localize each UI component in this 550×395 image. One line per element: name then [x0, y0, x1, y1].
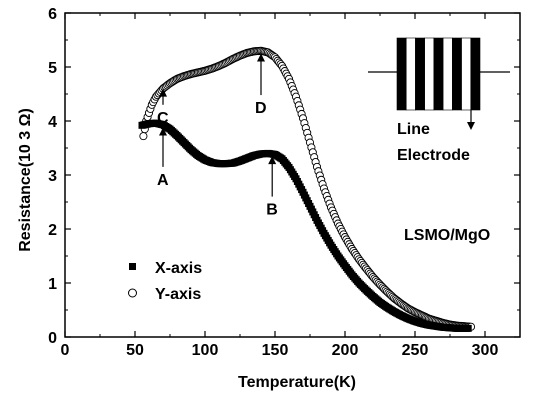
x-axis: 0 50 100 150 200 250 300: [61, 13, 499, 359]
inset-stripe: [424, 37, 435, 111]
y-tick-label: 5: [48, 60, 57, 77]
legend-label-y-axis: Y-axis: [155, 286, 201, 303]
annotation-arrow-head: [268, 156, 277, 165]
inset-stripe: [396, 37, 407, 111]
inset-stripe: [442, 37, 453, 111]
sample-label: LSMO/MgO: [404, 227, 490, 244]
x-tick-label: 300: [472, 342, 499, 359]
y-tick-label: 2: [48, 222, 57, 239]
inset-stripe: [405, 37, 416, 111]
x-tick-label: 100: [192, 342, 219, 359]
y-axis-title: Resistance(10 3 Ω): [17, 108, 34, 252]
annotation-label-d: D: [255, 100, 267, 117]
y-axis: 0 1 2 3 4 5 6: [48, 6, 520, 347]
series-x-axis: [138, 119, 472, 332]
legend-label-x-axis: X-axis: [155, 260, 202, 277]
legend-marker-x-axis: [129, 263, 136, 270]
y-tick-label: 6: [48, 6, 57, 23]
annotations: A B C D: [157, 53, 278, 219]
annotation-label-a: A: [157, 172, 169, 189]
y-tick-label: 0: [48, 330, 57, 347]
y-tick-label: 3: [48, 168, 57, 185]
annotation-label-b: B: [266, 202, 278, 219]
y-tick-label: 1: [48, 276, 57, 293]
inset-stripe: [452, 37, 462, 111]
inset-stripe: [461, 37, 472, 111]
inset-stripe: [415, 37, 425, 111]
annotation-label-c: C: [157, 110, 169, 127]
annotation-arrow-head: [159, 88, 167, 97]
x-axis-title: Temperature(K): [238, 374, 356, 391]
legend: X-axis Y-axis: [128, 260, 202, 303]
x-tick-label: 150: [262, 342, 289, 359]
x-tick-label: 0: [61, 342, 70, 359]
x-tick-label: 50: [126, 342, 144, 359]
annotation-arrow-head: [159, 127, 167, 136]
x-tick-label: 200: [332, 342, 359, 359]
line-electrode-inset: Line Electrode: [368, 37, 510, 164]
legend-marker-y-axis: [128, 288, 137, 298]
y-tick-label: 4: [48, 114, 57, 131]
inset-stripe: [433, 37, 444, 111]
annotation-arrow-head: [257, 53, 265, 62]
inset-caption-line: Line: [397, 121, 430, 138]
inset-caption-electrode: Electrode: [397, 147, 470, 164]
x-axis-data-point: [464, 324, 472, 332]
x-tick-label: 250: [402, 342, 429, 359]
inset-arrow-head: [467, 122, 475, 130]
y-axis-data-point: [139, 132, 148, 141]
inset-electrode-stripes: [396, 37, 481, 111]
inset-stripe: [470, 37, 481, 111]
